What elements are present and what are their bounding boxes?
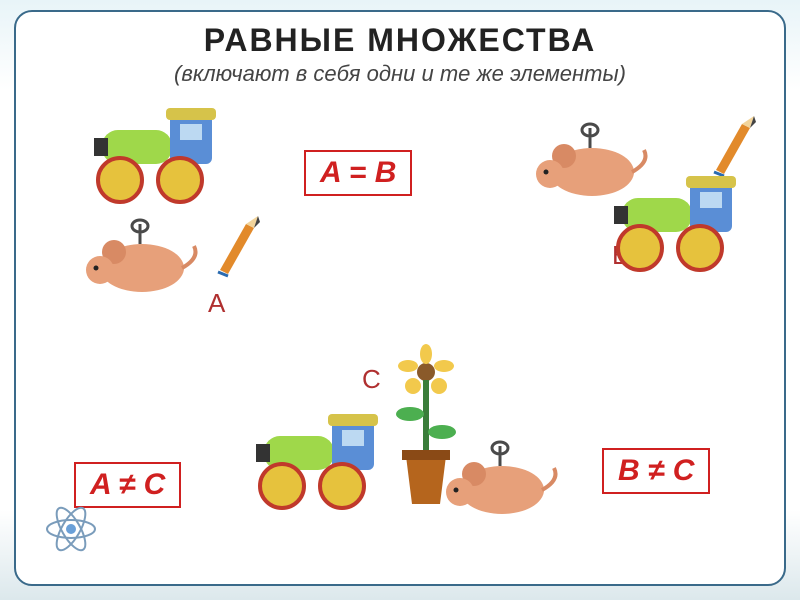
set-b-train-icon bbox=[600, 172, 750, 287]
atom-icon bbox=[44, 502, 98, 556]
set-a-mouse-icon bbox=[82, 218, 202, 303]
equation-a-eq-b: A = B bbox=[304, 150, 412, 196]
slide-frame: РАВНЫЕ МНОЖЕСТВА (включают в себя одни и… bbox=[14, 10, 786, 586]
set-label-c: C bbox=[362, 364, 381, 395]
set-c-train-icon bbox=[242, 410, 392, 525]
set-a-pencil-icon bbox=[214, 210, 264, 285]
set-a-train-icon bbox=[80, 104, 230, 219]
slide-subtitle: (включают в себя одни и те же элементы) bbox=[16, 61, 784, 87]
set-c-mouse-icon bbox=[442, 440, 562, 525]
set-label-a: A bbox=[208, 288, 225, 319]
equation-b-ne-c: B ≠ C bbox=[602, 448, 710, 494]
slide-title: РАВНЫЕ МНОЖЕСТВА bbox=[16, 22, 784, 59]
